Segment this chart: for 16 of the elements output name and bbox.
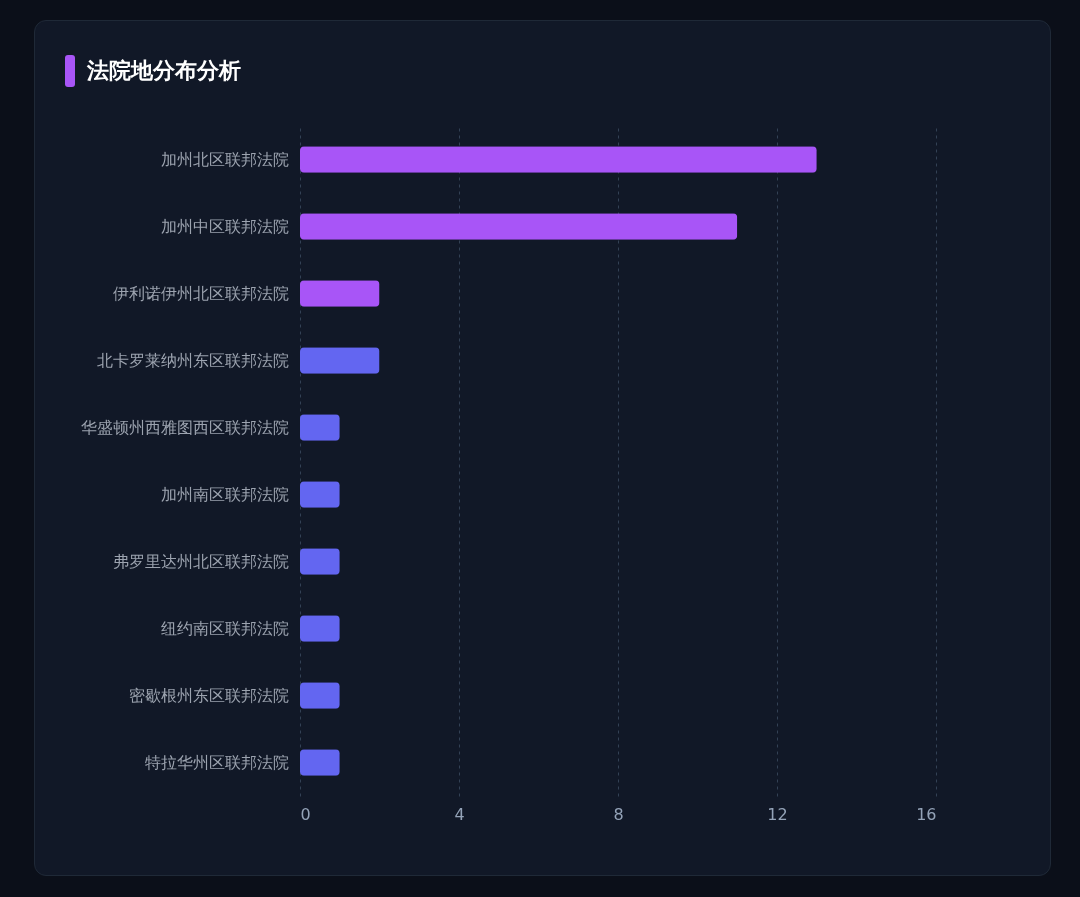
y-tick-label: 密歇根州东区联邦法院: [128, 685, 289, 705]
y-tick-label: 加州中区联邦法院: [160, 216, 289, 236]
y-tick-label: 北卡罗莱纳州东区联邦法院: [96, 350, 289, 370]
x-tick-label: 4: [454, 804, 465, 824]
x-tick-label: 8: [613, 804, 624, 824]
y-tick-label: 弗罗里达州北区联邦法院: [112, 551, 289, 571]
x-tick-label: 12: [767, 804, 788, 824]
y-tick-label: 纽约南区联邦法院: [160, 618, 289, 638]
y-tick-label: 特拉华州区联邦法院: [144, 752, 289, 772]
y-tick-label: 加州北区联邦法院: [160, 149, 289, 169]
chart-title: 法院地分布分析: [87, 57, 241, 85]
y-tick-label: 华盛顿州西雅图西区联邦法院: [80, 417, 289, 437]
x-tick-label: 0: [300, 804, 311, 824]
y-tick-label: 伊利诺伊州北区联邦法院: [112, 283, 289, 303]
y-tick-label: 加州南区联邦法院: [160, 484, 289, 504]
x-tick-label: 16: [916, 804, 937, 824]
